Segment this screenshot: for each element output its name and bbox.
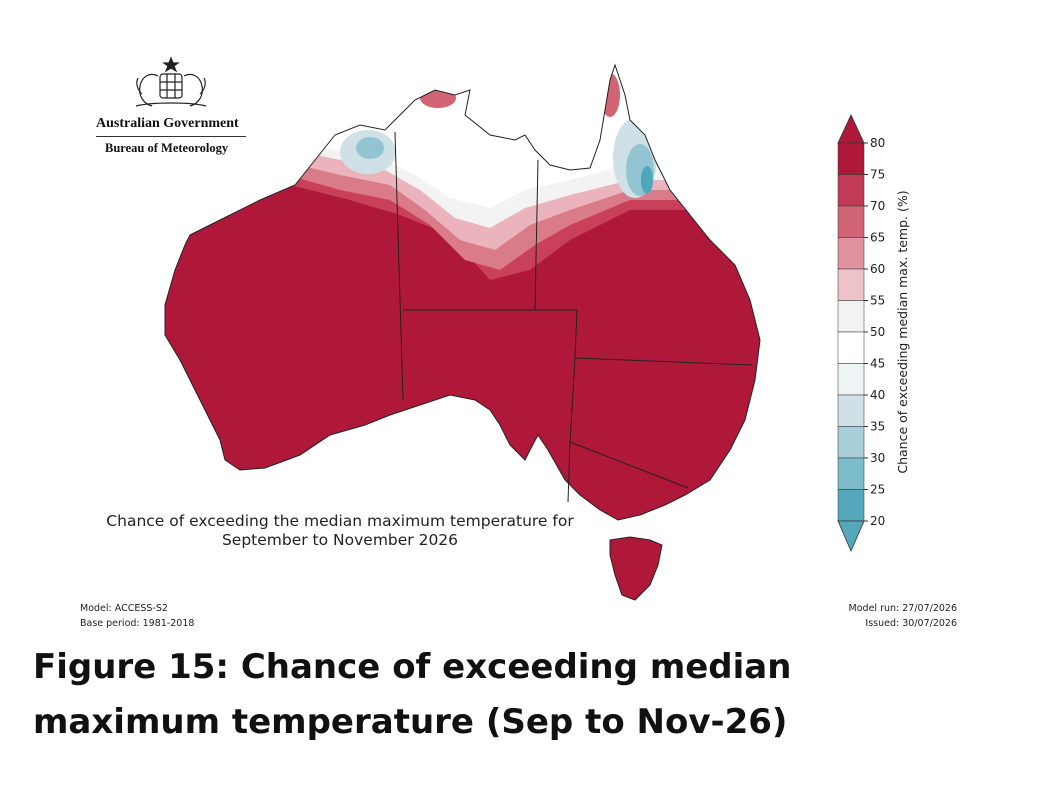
colorbar: 80 75 70 65 60 55 50 45 40 35 30 25 20 Chance of exce… <box>837 114 910 553</box>
figure-caption: Figure 15: Chance of exceeding median ma… <box>33 640 1033 750</box>
map-title-line2: September to November 2026 <box>221 531 459 549</box>
border-qld-nsw <box>574 357 753 366</box>
tasmania-region <box>609 536 663 601</box>
colorbar-segment <box>837 300 865 333</box>
run-info: Model run: 27/07/2026 Issued: 30/07/2026 <box>849 601 957 631</box>
colorbar-tick-label: 25 <box>870 483 885 497</box>
caption-line1: Figure 15: Chance of exceeding median <box>33 647 792 687</box>
colorbar-tick-label: 35 <box>870 420 885 434</box>
colorbar-segment <box>837 268 865 301</box>
caption-line2: maximum temperature (Sep to Nov-26) <box>33 702 788 742</box>
coastline <box>164 63 761 521</box>
colorbar-segment <box>837 142 865 175</box>
border-sa-qld <box>574 309 578 359</box>
model-run-text: Model run: 27/07/2026 <box>848 603 957 614</box>
map-title: Chance of exceeding the median maximum t… <box>70 512 610 550</box>
colorbar-tick-label: 30 <box>870 451 885 465</box>
base-period-text: Base period: 1981-2018 <box>80 618 195 629</box>
colorbar-tick-label: 75 <box>870 168 885 182</box>
colorbar-min-extend <box>837 520 865 553</box>
model-text: Model: ACCESS-S2 <box>80 603 168 614</box>
colorbar-tick-label: 70 <box>870 199 885 213</box>
border-nt-qld <box>534 159 539 311</box>
colorbar-tick-label: 40 <box>870 388 885 402</box>
colorbar-tick-label: 65 <box>870 231 885 245</box>
colorbar-max-extend <box>837 114 865 144</box>
logo-bureau-text: Bureau of Meteorology <box>105 141 229 155</box>
colorbar-tick-label: 20 <box>870 514 885 528</box>
colorbar-segment <box>837 237 865 270</box>
forecast-figure: 80 75 70 65 60 55 50 45 40 35 30 25 20 Chance of exce… <box>70 40 965 632</box>
state-borders <box>394 131 753 503</box>
colorbar-tick-label: 50 <box>870 325 885 339</box>
colorbar-segment <box>837 174 865 207</box>
issued-text: Issued: 30/07/2026 <box>865 618 957 629</box>
cool-region-kimberley-core <box>356 137 384 159</box>
colorbar-segment <box>837 363 865 396</box>
colorbar-segment <box>837 331 865 364</box>
colorbar-tick-label: 60 <box>870 262 885 276</box>
colorbar-segment <box>837 205 865 238</box>
logo-divider <box>96 136 246 137</box>
australia-map: 80 75 70 65 60 55 50 45 40 35 30 25 20 Chance of exce… <box>164 63 910 601</box>
colorbar-segment <box>837 426 865 459</box>
model-info: Model: ACCESS-S2 Base period: 1981-2018 <box>80 601 194 631</box>
border-wa <box>394 131 404 401</box>
border-vic-nsw <box>569 441 689 489</box>
logo-government-text: Australian Government <box>96 116 239 131</box>
colorbar-tick-label: 80 <box>870 136 885 150</box>
border-sa-vic <box>567 441 571 503</box>
colorbar-segment <box>837 394 865 427</box>
border-sa-nsw <box>569 357 576 443</box>
cool-region-topend <box>475 92 515 128</box>
colorbar-segment <box>837 489 865 522</box>
colorbar-tick-label: 55 <box>870 294 885 308</box>
map-title-line1: Chance of exceeding the median maximum t… <box>106 512 574 530</box>
colorbar-segment <box>837 457 865 490</box>
colorbar-title: Chance of exceeding median max. temp. (%… <box>895 190 910 473</box>
colorbar-tick-label: 45 <box>870 357 885 371</box>
cool-region-qld-core <box>641 166 653 194</box>
coat-of-arms-icon <box>135 56 207 107</box>
